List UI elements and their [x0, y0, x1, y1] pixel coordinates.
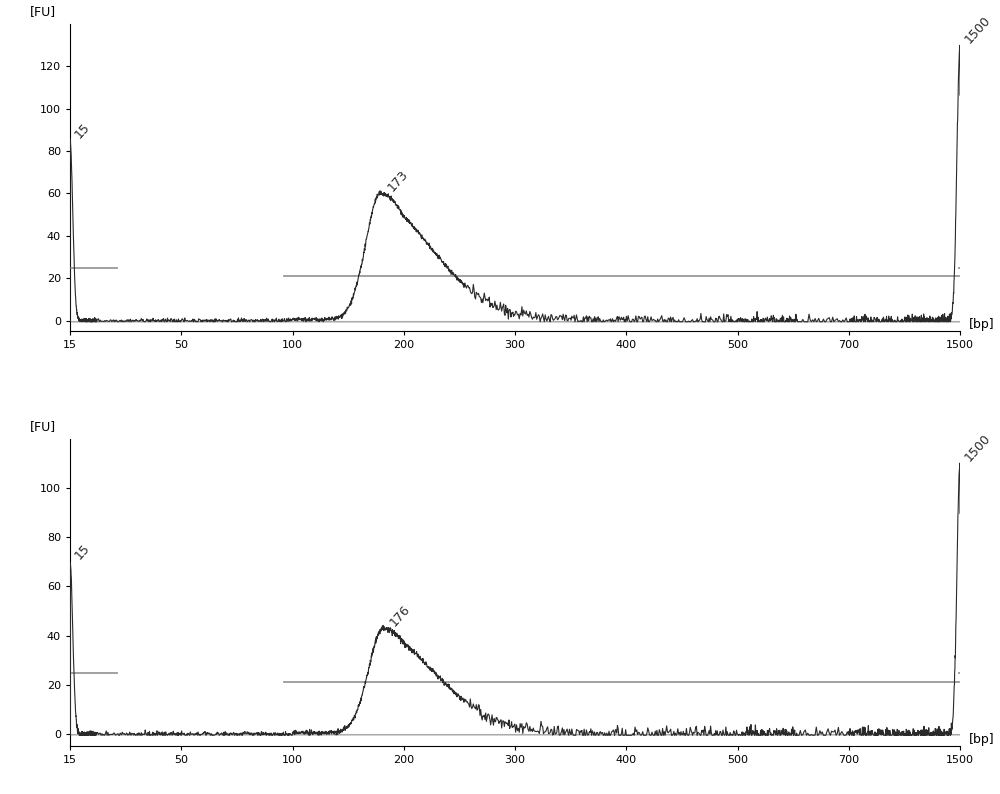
- Text: 15: 15: [73, 542, 93, 562]
- Text: 176: 176: [388, 603, 413, 629]
- Text: 1500: 1500: [963, 13, 994, 46]
- Text: 15: 15: [73, 121, 93, 141]
- Text: [FU]: [FU]: [30, 420, 56, 433]
- Text: [bp]: [bp]: [969, 318, 995, 331]
- Text: 173: 173: [385, 168, 410, 195]
- Text: [FU]: [FU]: [30, 5, 56, 17]
- Text: 1500: 1500: [963, 432, 994, 464]
- Text: [bp]: [bp]: [969, 734, 995, 746]
